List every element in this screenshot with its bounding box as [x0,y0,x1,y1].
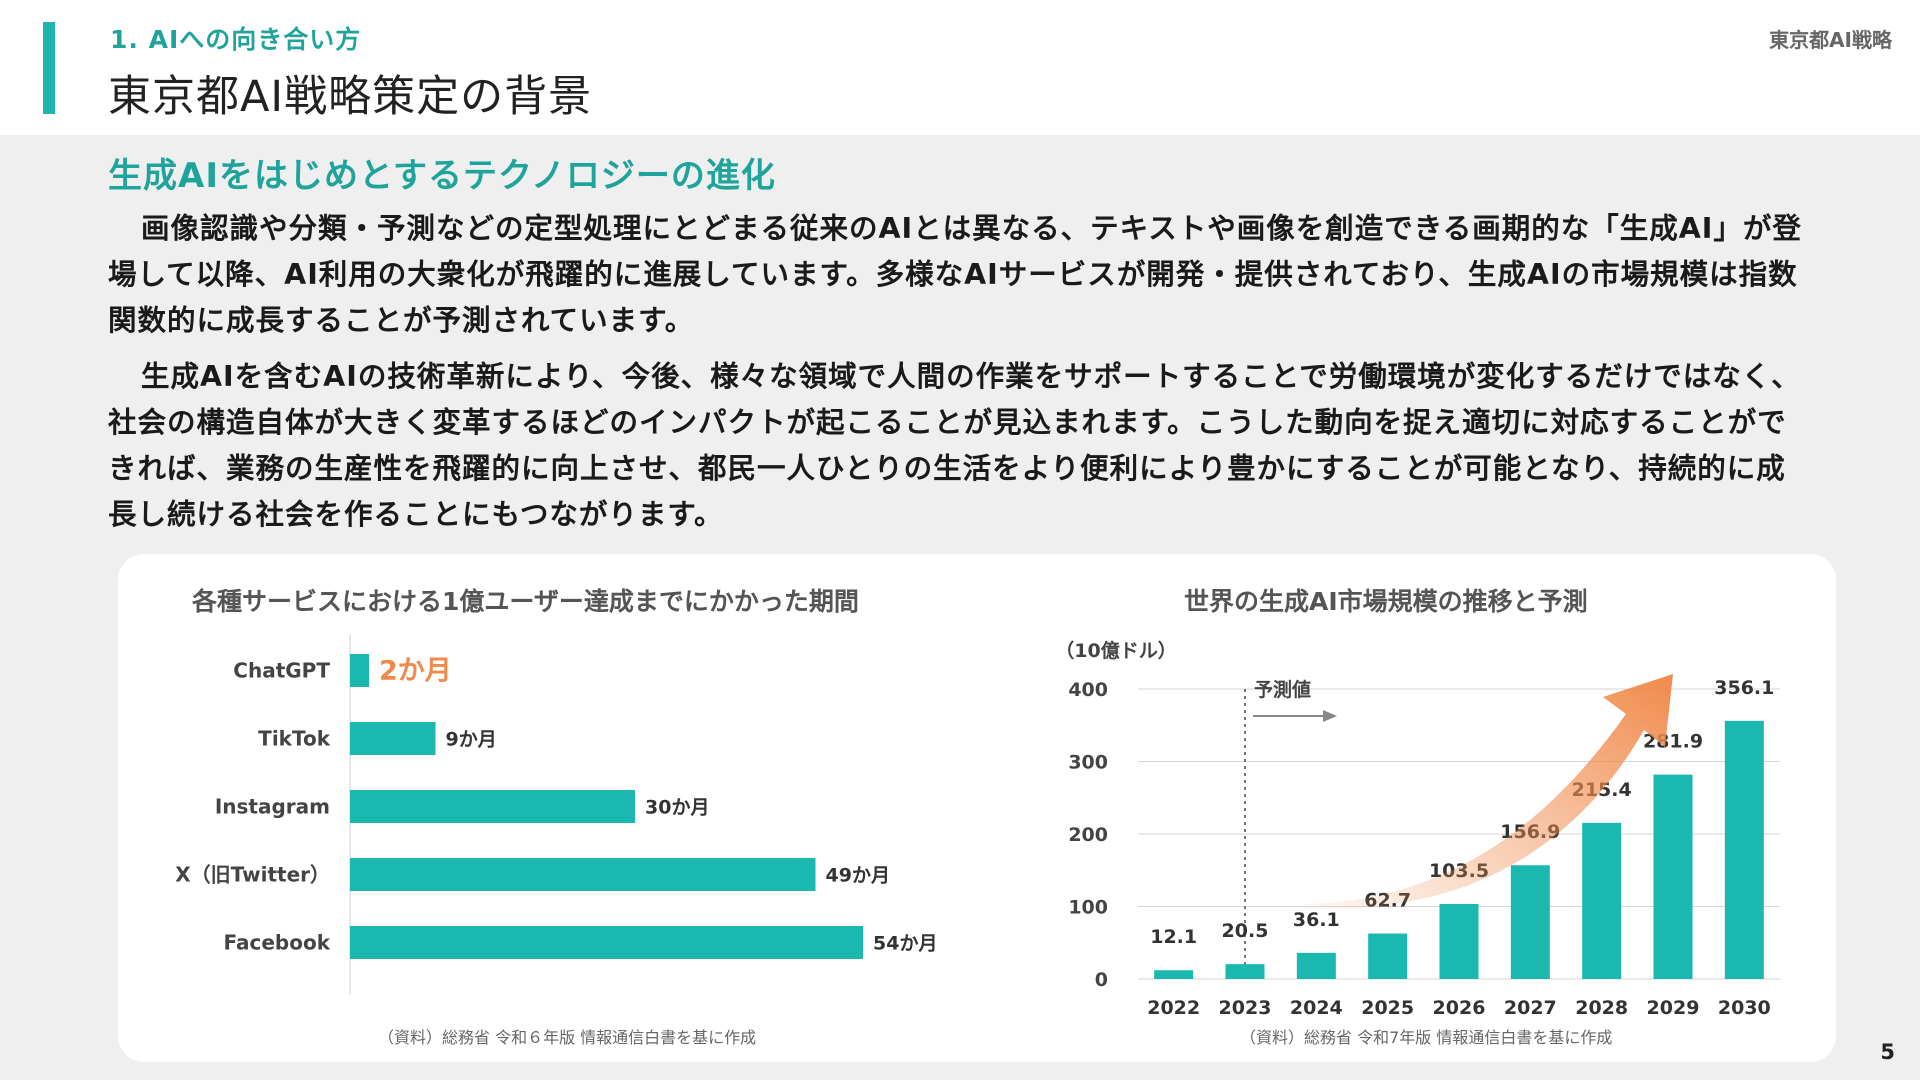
market-chart-bar [1296,952,1336,979]
market-chart-value-label: 36.1 [1293,909,1340,931]
market-chart-value-label: 20.5 [1222,920,1269,942]
market-chart-x-tick-label: 2029 [1647,997,1700,1019]
paragraph-2: 生成AIを含むAIの技術革新により、今後、様々な領域で人間の作業をサポートするこ… [108,360,1801,531]
accent-bar [43,22,55,114]
market-chart-bar [1510,865,1550,979]
users-chart-category-label: Instagram [215,795,330,819]
market-chart-y-tick-label: 300 [1068,752,1108,774]
users-chart-bar [350,858,816,891]
users-chart-value-label: 49か月 [826,865,890,887]
market-chart: （10億ドル） 0 100 200 300 400 予測値 12.1 2022 20.5 2023 3… [1055,639,1780,1019]
users-chart-value-label: 30か月 [645,797,709,819]
market-chart-bar [1653,774,1693,979]
users-chart-category-label: Facebook [223,931,330,955]
market-chart-source: （資料）総務省 令和7年版 情報通信白書を基に作成 [1240,1028,1613,1047]
market-chart-x-tick-label: 2030 [1718,997,1771,1019]
market-chart-x-tick-label: 2022 [1147,997,1200,1019]
users-chart-value-label: 2か月 [379,656,452,687]
market-chart-value-label: 356.1 [1714,677,1774,699]
section-label: 1. AIへの向き合い方 [110,25,362,54]
market-chart-value-label: 12.1 [1150,926,1197,948]
section-subheading: 生成AIをはじめとするテクノロジーの進化 [108,156,776,196]
users-chart-title: 各種サービスにおける1億ユーザー達成までにかかった期間 [192,587,859,616]
users-chart-bar [350,722,436,755]
market-chart-bar [1439,903,1479,979]
market-chart-bar [1724,720,1764,979]
users-chart-bar [350,790,635,823]
users-chart-bar [350,654,369,687]
market-chart-title: 世界の生成AI市場規模の推移と予測 [1184,587,1588,616]
chart-panel: 各種サービスにおける1億ユーザー達成までにかかった期間 ChatGPT 2か月 Ti… [118,554,1836,1062]
market-chart-x-tick-label: 2025 [1361,997,1414,1019]
market-chart-y-tick-label: 400 [1068,679,1108,701]
market-chart-y-tick-label: 100 [1068,897,1108,919]
users-chart-category-label: TikTok [258,727,331,751]
market-chart-growth-arrow [1303,674,1673,909]
market-chart-y-tick-label: 0 [1095,969,1108,991]
users-chart-bar [350,926,863,959]
users-chart-value-label: 9か月 [446,729,497,751]
market-chart-x-tick-label: 2026 [1433,997,1486,1019]
market-chart-bar [1582,822,1622,979]
market-chart-bar [1225,964,1265,979]
market-chart-bar [1368,933,1408,979]
market-chart-forecast-arrow-head [1323,710,1337,722]
market-chart-x-tick-label: 2023 [1219,997,1272,1019]
header: 1. AIへの向き合い方 東京都AI戦略策定の背景 東京都AI戦略 [0,0,1920,135]
market-chart-forecast-label: 予測値 [1254,678,1311,701]
users-chart-category-label: ChatGPT [233,659,330,683]
users-chart-category-label: X（旧Twitter） [175,863,330,887]
market-chart-x-tick-label: 2027 [1504,997,1557,1019]
page-number: 5 [1880,1040,1895,1064]
market-chart-bar [1154,970,1194,979]
users-chart-value-label: 54か月 [873,933,937,955]
page-title: 東京都AI戦略策定の背景 [108,72,593,122]
users-chart-source: （資料）総務省 令和６年版 情報通信白書を基に作成 [378,1028,757,1047]
users-chart: ChatGPT 2か月 TikTok 9か月 Instagram 30か月 X（旧Twitt… [175,634,937,994]
document-label: 東京都AI戦略 [1769,28,1892,52]
market-chart-x-tick-label: 2024 [1290,997,1343,1019]
market-chart-unit-label: （10億ドル） [1055,639,1176,662]
paragraph-1: 画像認識や分類・予測などの定型処理にとどまる従来のAIとは異なる、テキストや画像… [108,212,1802,337]
market-chart-y-tick-label: 200 [1068,824,1108,846]
market-chart-x-tick-label: 2028 [1575,997,1628,1019]
